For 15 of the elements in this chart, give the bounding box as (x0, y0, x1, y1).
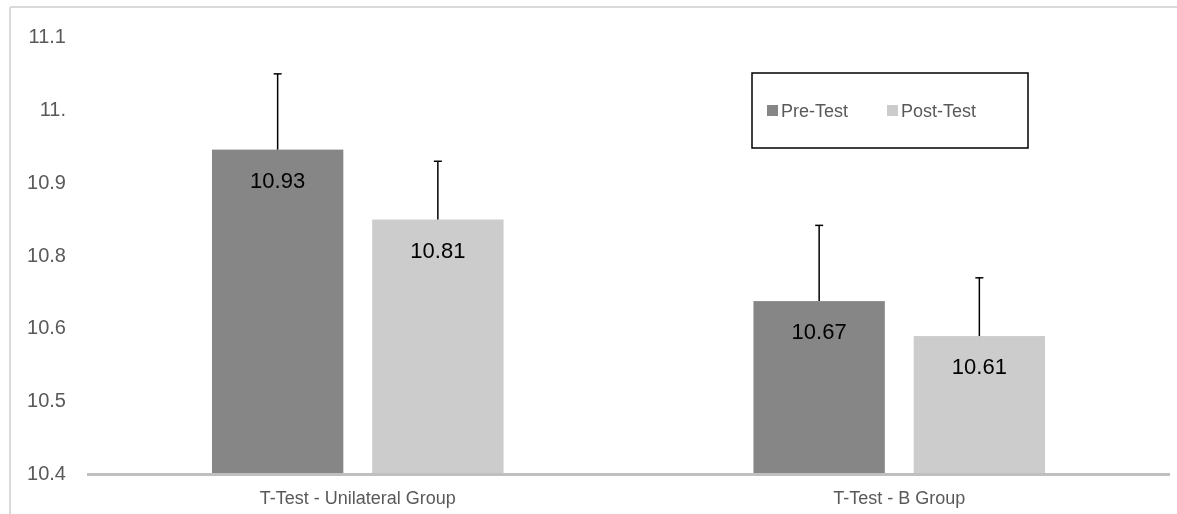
y-tick-label: 11. (39, 97, 66, 120)
y-tick-label: 10.5 (27, 389, 66, 412)
y-tick-label: 10.9 (27, 170, 66, 193)
y-tick-label: 11.1 (28, 25, 66, 47)
x-tick-label: T-Test - Unilateral Group (259, 488, 456, 508)
legend-label: Pre-Test (781, 101, 849, 122)
x-tick-label: T-Test - B Group (833, 488, 966, 508)
data-label: 10.67 (791, 319, 847, 345)
y-tick-label: 10.8 (27, 243, 66, 266)
legend-label: Post-Test (901, 101, 977, 122)
y-tick-label: 10.6 (27, 316, 66, 339)
y-tick-label: 10.4 (27, 462, 66, 484)
data-label: 10.81 (410, 237, 466, 263)
data-label: 10.93 (250, 167, 306, 193)
data-label: 10.61 (951, 354, 1007, 380)
